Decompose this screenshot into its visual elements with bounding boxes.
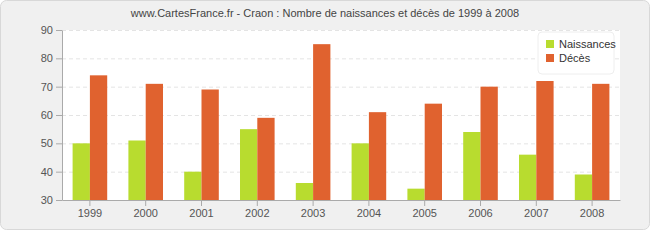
y-axis: 30 40 50 60 70 80 90 xyxy=(41,24,63,206)
legend-label: Décès xyxy=(559,52,591,64)
tick-mark xyxy=(56,115,62,116)
tick-label: 1999 xyxy=(78,207,102,219)
tick-label: 2000 xyxy=(133,207,157,219)
tick-label: 2008 xyxy=(580,207,604,219)
tick-label: 70 xyxy=(41,81,53,93)
tick-label: 40 xyxy=(41,166,53,178)
bar xyxy=(352,143,369,200)
bar xyxy=(128,141,145,201)
background xyxy=(1,1,650,230)
grid-line xyxy=(62,58,620,59)
tick: 2003 xyxy=(301,200,325,219)
grid-line xyxy=(62,30,620,31)
bar xyxy=(481,87,498,200)
chart: www.CartesFrance.fr - Craon : Nombre de … xyxy=(0,0,650,230)
tick-label: 2004 xyxy=(357,207,381,219)
legend-swatch xyxy=(546,40,554,48)
tick-label: 2003 xyxy=(301,207,325,219)
plot-area xyxy=(62,30,620,200)
tick-label: 2005 xyxy=(412,207,436,219)
tick: 2005 xyxy=(412,200,436,219)
tick-mark xyxy=(89,200,90,206)
tick-mark xyxy=(201,200,202,206)
tick-mark xyxy=(257,200,258,206)
x-axis: 1999 2000 2001 2002 2003 2004 2005 2006 2007 2008 xyxy=(63,200,621,219)
bar xyxy=(369,112,386,200)
tick: 2007 xyxy=(524,200,548,219)
tick: 2001 xyxy=(189,200,213,219)
tick: 80 xyxy=(41,52,62,64)
tick: 2000 xyxy=(133,200,157,219)
legend-swatch xyxy=(546,54,554,62)
tick-mark xyxy=(536,200,537,206)
bar xyxy=(519,155,536,200)
tick-mark xyxy=(592,200,593,206)
tick-mark xyxy=(56,58,62,59)
tick: 50 xyxy=(41,137,62,149)
bar xyxy=(425,104,442,200)
bar xyxy=(407,189,424,200)
bar xyxy=(146,84,163,200)
bar xyxy=(296,183,313,200)
tick-mark xyxy=(480,200,481,206)
tick-label: 2002 xyxy=(245,207,269,219)
tick-mark xyxy=(56,200,62,201)
tick-label: 2007 xyxy=(524,207,548,219)
bar xyxy=(184,172,201,200)
tick-label: 50 xyxy=(41,137,53,149)
tick-mark xyxy=(56,172,62,173)
axis-line xyxy=(62,31,63,201)
tick: 2002 xyxy=(245,200,269,219)
grid xyxy=(62,31,620,201)
legend: Naissances Décès xyxy=(538,32,616,74)
bar xyxy=(73,143,90,200)
legend-label: Naissances xyxy=(559,38,616,50)
bar xyxy=(257,118,274,200)
title: www.CartesFrance.fr - Craon : Nombre de … xyxy=(130,7,519,19)
bar xyxy=(575,175,592,201)
bar xyxy=(463,132,480,200)
tick: 2006 xyxy=(468,200,492,219)
bars xyxy=(73,44,610,200)
tick-label: 60 xyxy=(41,109,53,121)
bar xyxy=(202,90,219,201)
tick-mark xyxy=(145,200,146,206)
bar xyxy=(536,81,553,200)
tick-mark xyxy=(56,143,62,144)
tick: 2008 xyxy=(580,200,604,219)
tick-mark xyxy=(56,87,62,88)
tick-mark xyxy=(313,200,314,206)
bar xyxy=(240,129,257,200)
tick-mark xyxy=(56,30,62,31)
tick-label: 2001 xyxy=(189,207,213,219)
tick-label: 90 xyxy=(41,24,53,36)
tick-label: 80 xyxy=(41,52,53,64)
tick-mark xyxy=(368,200,369,206)
bar xyxy=(90,75,107,200)
tick-mark xyxy=(424,200,425,206)
bar xyxy=(313,44,330,200)
tick: 30 xyxy=(41,194,62,206)
tick-label: 2006 xyxy=(468,207,492,219)
tick: 70 xyxy=(41,81,62,93)
tick: 2004 xyxy=(357,200,381,219)
tick: 1999 xyxy=(78,200,102,219)
tick: 60 xyxy=(41,109,62,121)
bar xyxy=(592,84,609,200)
tick-label: 30 xyxy=(41,194,53,206)
tick: 40 xyxy=(41,166,62,178)
tick: 90 xyxy=(41,24,62,36)
